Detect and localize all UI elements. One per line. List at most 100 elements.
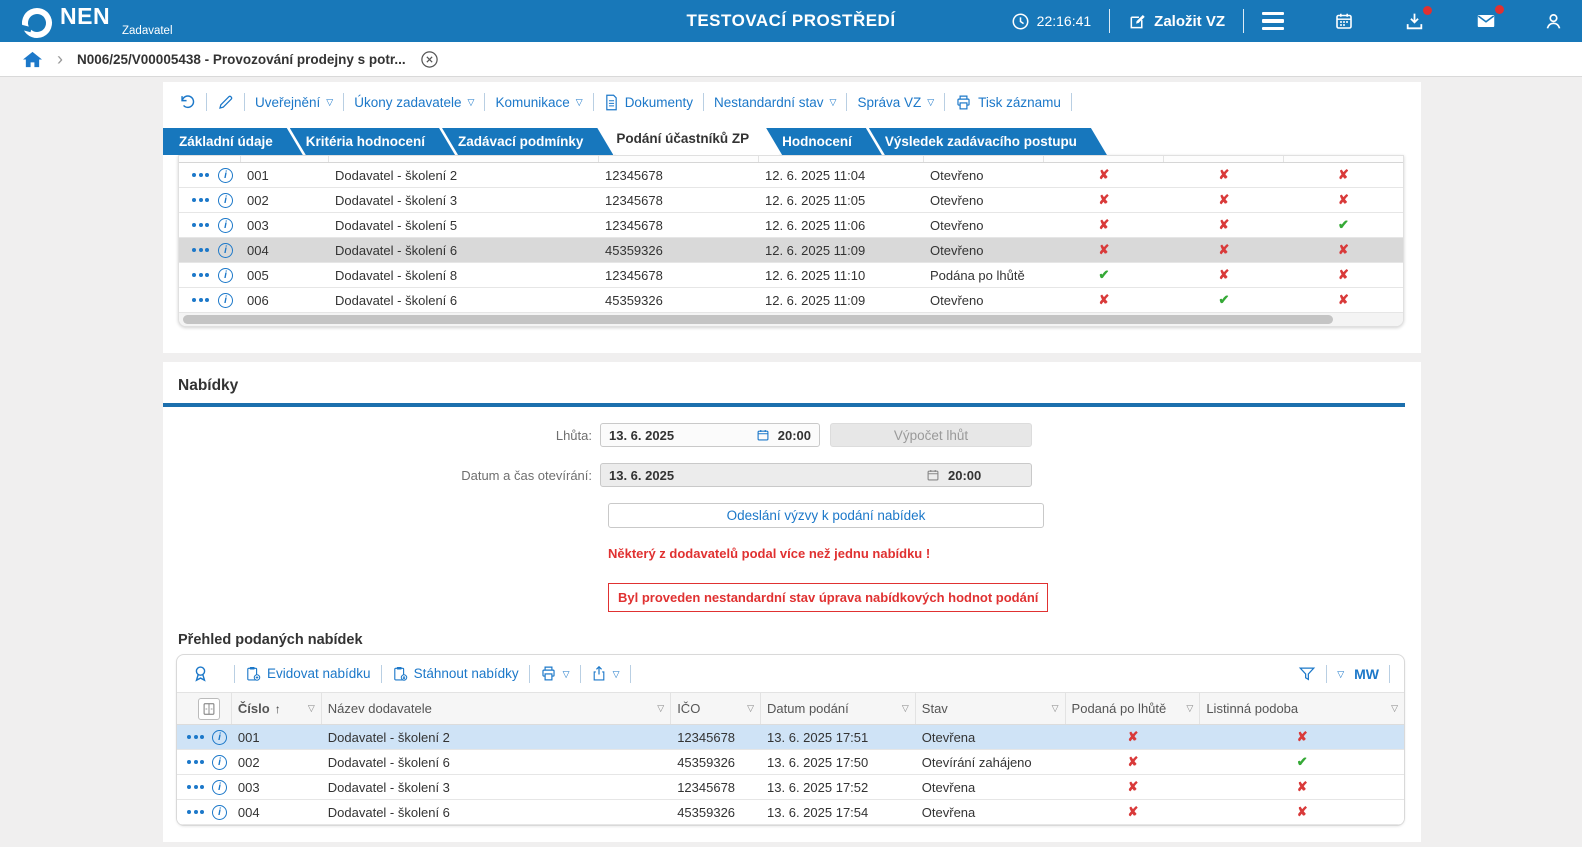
offer-row[interactable]: i003Dodavatel - školení 31234567813. 6. … (177, 775, 1404, 800)
toolbar-item-uverejneni[interactable]: Uveřejnění▽ (255, 95, 333, 110)
menu-hamburger-icon[interactable] (1262, 12, 1284, 31)
row-info-icon[interactable]: i (218, 218, 233, 233)
row-actions-icon[interactable] (192, 248, 209, 252)
filter-funnel-icon[interactable] (1298, 665, 1316, 683)
oteviranni-time-value[interactable]: 20:00 (948, 468, 1023, 483)
cell-cislo: 004 (232, 805, 322, 820)
tab-zakladni-udaje[interactable]: Základní údaje (163, 128, 303, 155)
oteviranni-date-value[interactable]: 13. 6. 2025 (609, 468, 918, 483)
undo-icon[interactable] (178, 93, 196, 111)
create-vz-button[interactable]: Založit VZ (1128, 12, 1225, 31)
participant-row[interactable]: i002Dodavatel - školení 31234567812. 6. … (179, 188, 1403, 213)
breadcrumb-item[interactable]: N006/25/V00005438 - Provozování prodejny… (77, 52, 406, 67)
column-header-cislo[interactable]: Číslo↑▽ (232, 693, 322, 724)
row-info-icon[interactable]: i (218, 193, 233, 208)
row-info-icon[interactable]: i (218, 243, 233, 258)
cell-datum: 13. 6. 2025 17:52 (761, 780, 916, 795)
toolbar-item-tisk-zaznamu[interactable]: Tisk záznamu (955, 94, 1061, 111)
cell-cislo: 003 (241, 218, 329, 233)
lhuta-time-value[interactable]: 20:00 (778, 428, 811, 443)
column-header-podana-po-lhute[interactable]: Podaná po lhůtě▽ (1066, 693, 1201, 724)
tab-zadavaci-podminky[interactable]: Zadávací podmínky (442, 128, 613, 155)
column-header-datum-podani[interactable]: Datum podání▽ (761, 693, 916, 724)
row-info-icon[interactable]: i (212, 780, 227, 795)
row-info-icon[interactable]: i (218, 168, 233, 183)
toolbar-item-nestandardni-stav[interactable]: Nestandardní stav▽ (714, 95, 836, 110)
tab-vysledek-zadavaciho-postupu[interactable]: Výsledek zadávacího postupu (869, 128, 1107, 155)
row-actions-icon[interactable] (187, 785, 204, 789)
cell-flag-1: ✘ (1044, 242, 1164, 258)
clock-time: 22:16:41 (1037, 13, 1092, 29)
toolbar-item-dokumenty[interactable]: Dokumenty (604, 94, 693, 111)
stahnout-nabidky-button[interactable]: Stáhnout nabídky (392, 665, 519, 682)
row-actions-icon[interactable] (192, 273, 209, 277)
tab-kriteria-hodnoceni[interactable]: Kritéria hodnocení (290, 128, 455, 155)
column-header-listinna-podoba[interactable]: Listinná podoba▽ (1200, 693, 1404, 724)
columns-icon[interactable] (198, 698, 220, 720)
filter-arrow-icon[interactable]: ▽ (308, 703, 315, 714)
home-icon[interactable] (22, 50, 43, 69)
row-actions-icon[interactable] (192, 198, 209, 202)
lhuta-row: Lhůta: 13. 6. 2025 20:00 Výpočet lhůt (163, 423, 1421, 447)
toolbar-item-komunikace[interactable]: Komunikace▽ (495, 95, 582, 110)
cell-nazev: Dodavatel - školení 6 (329, 293, 599, 308)
row-actions-icon[interactable] (187, 735, 204, 739)
filter-arrow-icon[interactable]: ▽ (747, 703, 754, 714)
filter-arrow-icon[interactable]: ▽ (1391, 703, 1398, 714)
column-header-ico[interactable]: IČO▽ (671, 693, 761, 724)
offer-row[interactable]: i002Dodavatel - školení 64535932613. 6. … (177, 750, 1404, 775)
filter-arrow-icon[interactable]: ▽ (657, 703, 664, 714)
participant-row[interactable]: i003Dodavatel - školení 51234567812. 6. … (179, 213, 1403, 238)
oteviranni-input[interactable]: 13. 6. 2025 20:00 (600, 463, 1032, 487)
nen-logo[interactable]: NEN Zadavatel (22, 5, 173, 38)
column-chooser[interactable] (177, 693, 232, 724)
evaluation-ribbon-icon[interactable] (191, 664, 210, 683)
export-button[interactable]: ▽ (591, 665, 620, 682)
close-tab-icon[interactable] (420, 50, 439, 69)
row-info-icon[interactable]: i (218, 268, 233, 283)
tab-hodnoceni[interactable]: Hodnocení (766, 128, 882, 155)
send-invitation-button[interactable]: Odeslání výzvy k podání nabídek (608, 503, 1044, 528)
edit-pencil-icon[interactable] (217, 94, 234, 111)
divider (703, 93, 704, 111)
user-filter-initials[interactable]: MW (1354, 666, 1379, 682)
profile-button[interactable] (1543, 11, 1564, 32)
row-actions-icon[interactable] (187, 760, 204, 764)
toolbar-item-sprava-vz[interactable]: Správa VZ▽ (857, 95, 934, 110)
row-actions-icon[interactable] (192, 298, 209, 302)
column-header-nazev-dodavatele[interactable]: Název dodavatele▽ (322, 693, 671, 724)
participant-row[interactable]: i005Dodavatel - školení 81234567812. 6. … (179, 263, 1403, 288)
print-button[interactable]: ▽ (540, 665, 570, 682)
filter-arrow-icon[interactable]: ▽ (1052, 703, 1059, 714)
offer-row[interactable]: i004Dodavatel - školení 64535932613. 6. … (177, 800, 1404, 825)
row-actions-icon[interactable] (187, 810, 204, 814)
participant-row[interactable]: i004Dodavatel - školení 64535932612. 6. … (179, 238, 1403, 263)
toolbar-item-ukony-zadavatele[interactable]: Úkony zadavatele▽ (354, 95, 474, 110)
cell-flag-2: ✘ (1164, 217, 1284, 233)
offer-row[interactable]: i001Dodavatel - školení 21234567813. 6. … (177, 725, 1404, 750)
tab-podani-ucastniku-zp[interactable]: Podání účastníků ZP (600, 122, 779, 155)
column-header-stav[interactable]: Stav▽ (916, 693, 1066, 724)
lhuta-date-value[interactable]: 13. 6. 2025 (609, 428, 748, 443)
horizontal-scrollbar[interactable] (179, 313, 1403, 326)
lhuta-input[interactable]: 13. 6. 2025 20:00 (600, 423, 820, 447)
row-info-icon[interactable]: i (218, 293, 233, 308)
participant-row[interactable]: i006Dodavatel - školení 64535932612. 6. … (179, 288, 1403, 313)
row-info-icon[interactable]: i (212, 730, 227, 745)
filter-arrow-icon[interactable]: ▽ (902, 703, 909, 714)
evidovat-nabidku-button[interactable]: Evidovat nabídku (245, 665, 371, 682)
vypocet-lhut-button[interactable]: Výpočet lhůt (830, 423, 1032, 447)
scrollbar-thumb[interactable] (183, 315, 1333, 324)
calendar-button[interactable] (1334, 11, 1354, 31)
downloads-button[interactable] (1404, 11, 1425, 32)
participant-row[interactable]: i001Dodavatel - školení 21234567812. 6. … (179, 163, 1403, 188)
cell-podana-po-lhute: ✘ (1066, 729, 1201, 745)
offers-toolbar: Evidovat nabídku Stáhnout nabídky ▽ ▽ (177, 655, 1404, 692)
row-info-icon[interactable]: i (212, 755, 227, 770)
dropdown-arrow-icon[interactable]: ▽ (1337, 669, 1344, 680)
row-actions-icon[interactable] (192, 173, 209, 177)
row-info-icon[interactable]: i (212, 805, 227, 820)
messages-button[interactable] (1475, 10, 1497, 32)
row-actions-icon[interactable] (192, 223, 209, 227)
filter-arrow-icon[interactable]: ▽ (1186, 703, 1193, 714)
